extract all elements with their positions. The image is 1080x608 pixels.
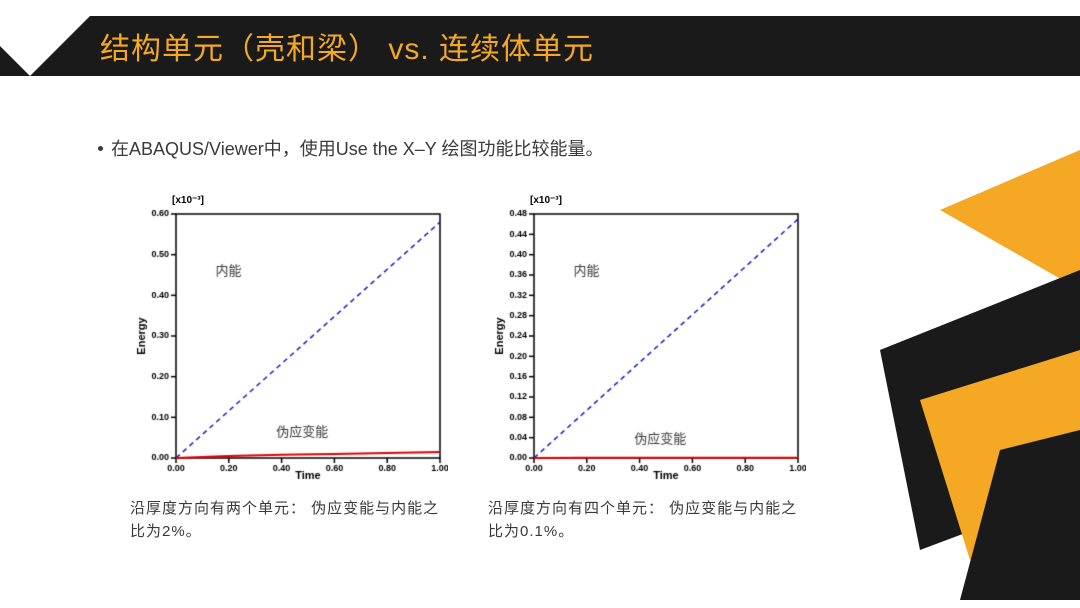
chart-left-caption: 沿厚度方向有两个单元： 伪应变能与内能之比为2%。 — [130, 498, 448, 543]
bullet-dot-icon — [98, 146, 103, 151]
chart-left-block: [x10⁻³] 沿厚度方向有两个单元： 伪应变能与内能之比为2%。 — [130, 195, 448, 543]
bullet-item: 在ABAQUS/Viewer中，使用Use the X–Y 绘图功能比较能量。 — [98, 135, 603, 161]
slide-title: 结构单元（壳和梁） vs. 连续体单元 — [100, 24, 594, 68]
title-bar: 结构单元（壳和梁） vs. 连续体单元 — [0, 16, 1080, 76]
chart-right-canvas — [488, 208, 806, 488]
charts-container: [x10⁻³] 沿厚度方向有两个单元： 伪应变能与内能之比为2%。 [x10⁻³… — [130, 195, 806, 543]
decor-shapes — [820, 150, 1080, 600]
chart-left-scale: [x10⁻³] — [172, 195, 448, 206]
chart-right-caption: 沿厚度方向有四个单元： 伪应变能与内能之比为0.1%。 — [488, 498, 806, 543]
chart-left-canvas — [130, 208, 448, 488]
chart-right-scale: [x10⁻³] — [530, 195, 806, 206]
corner-triangle-decor — [0, 16, 90, 76]
bullet-text: 在ABAQUS/Viewer中，使用Use the X–Y 绘图功能比较能量。 — [111, 135, 603, 161]
chart-right-block: [x10⁻³] 沿厚度方向有四个单元： 伪应变能与内能之比为0.1%。 — [488, 195, 806, 543]
